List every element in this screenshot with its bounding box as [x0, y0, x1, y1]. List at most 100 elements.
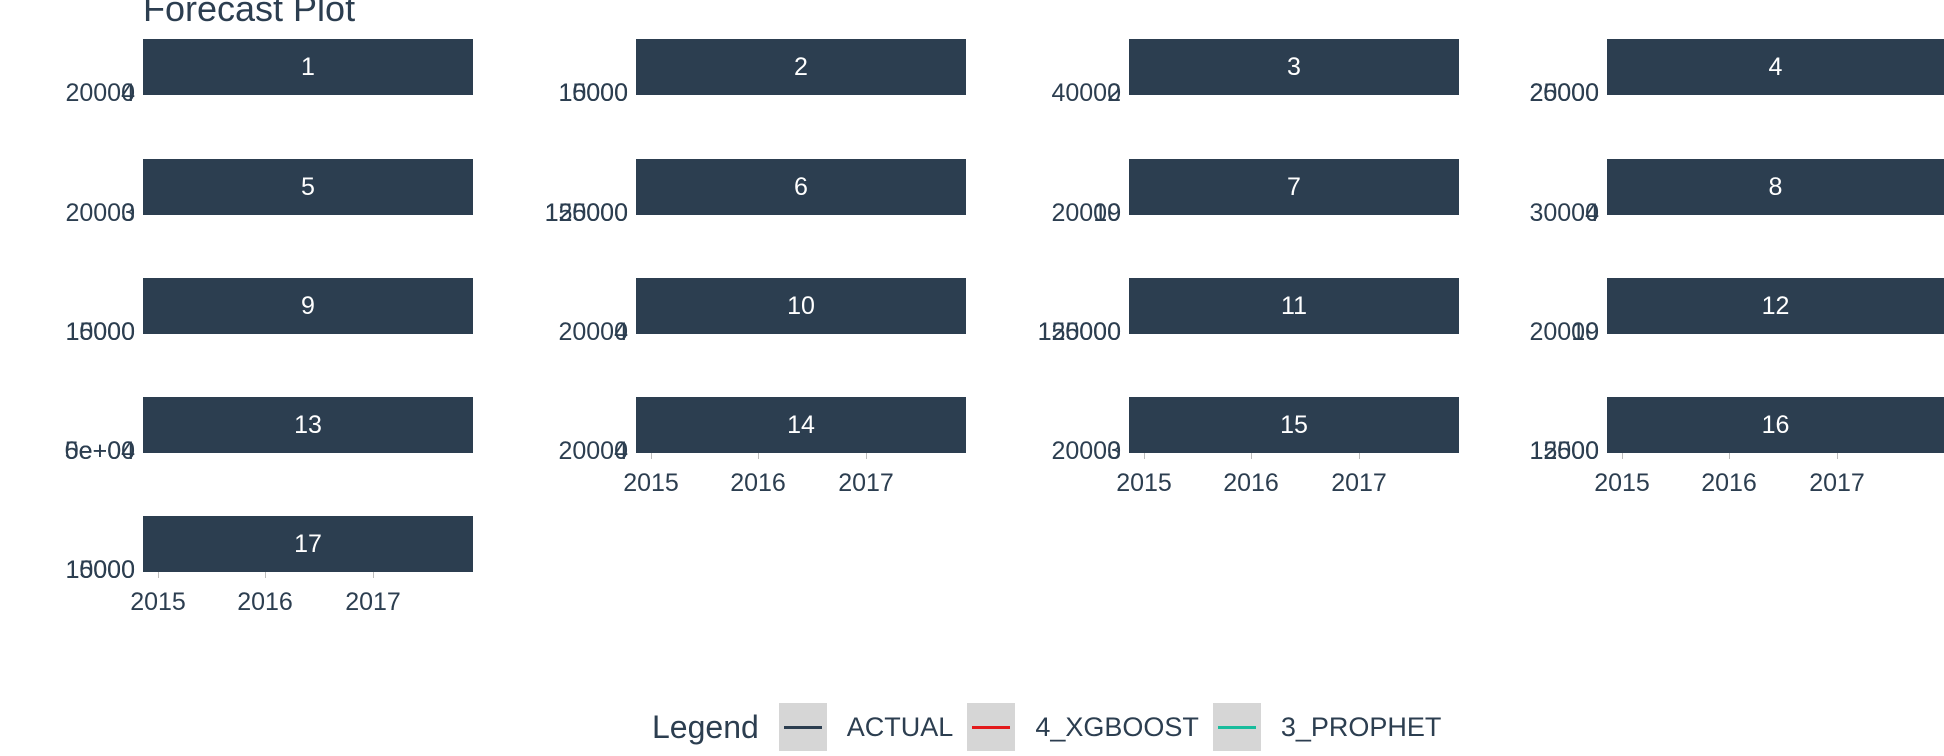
- chart-title: Forecast Plot: [143, 0, 356, 29]
- facet-strip-label: 2: [636, 39, 966, 95]
- y-tick-label: 20000: [1051, 437, 1121, 465]
- x-tick-mark: [1622, 453, 1623, 459]
- legend-key-swatch: [1212, 703, 1261, 751]
- facet-strip-label: 7: [1129, 159, 1459, 215]
- y-axis-tick-labels: 15000 10000: [53, 558, 135, 586]
- facet-strip-label: 17: [143, 516, 473, 572]
- legend-line-icon: [783, 726, 822, 729]
- y-axis-tick-labels: 125000 150000: [1037, 318, 1121, 348]
- facet-panel-14: 14: [636, 397, 966, 453]
- y-tick-label: 3: [1107, 437, 1121, 465]
- y-tick-label: 20000: [1529, 318, 1599, 346]
- x-tick-mark: [651, 453, 652, 459]
- y-tick-label: 19: [1093, 199, 1121, 227]
- facet-strip-label: 15: [1129, 397, 1459, 453]
- legend-key-swatch: [778, 703, 827, 751]
- x-tick-mark: [1837, 453, 1838, 459]
- y-axis-tick-labels: 2 40000: [1039, 81, 1121, 109]
- x-tick-label: 2017: [345, 588, 401, 616]
- legend-item: 3_PROPHET: [1212, 703, 1442, 751]
- y-axis-tick-labels: 4 20000: [53, 81, 135, 109]
- y-tick-label: 12500: [1529, 437, 1599, 465]
- facet-strip-label: 3: [1129, 39, 1459, 95]
- y-tick-label: 15000: [65, 318, 135, 346]
- facet-strip-label: 1: [143, 39, 473, 95]
- y-tick-label: 5e+04: [64, 437, 135, 465]
- x-tick-label: 2016: [730, 469, 786, 497]
- facet-strip-label: 6: [636, 159, 966, 215]
- facet-strip-label: 10: [636, 278, 966, 334]
- legend-item: 4_XGBOOST: [967, 703, 1199, 751]
- facet-panel-10: 10: [636, 278, 966, 334]
- legend-key-swatch: [967, 703, 1016, 751]
- y-tick-label: 150000: [544, 199, 628, 227]
- legend-label: 3_PROPHET: [1280, 711, 1442, 742]
- x-axis: 2015 2016 2017: [623, 453, 966, 497]
- legend: Legend ACTUAL 4_XGBOOST 3_PROPHET: [652, 703, 1455, 751]
- facet-panel-3: 3: [1129, 39, 1459, 95]
- facet-strip-label: 8: [1607, 159, 1944, 215]
- facet-strip-label: 14: [636, 397, 966, 453]
- facet-panel-5: 5: [143, 159, 473, 215]
- x-tick-mark: [1144, 453, 1145, 459]
- y-tick-label: 20000: [65, 79, 135, 107]
- y-tick-label: 15000: [65, 556, 135, 584]
- legend-label: ACTUAL: [846, 711, 954, 742]
- y-axis-tick-labels: 15000 10000: [53, 320, 135, 348]
- y-axis-tick-labels: 19 20000: [1517, 320, 1599, 348]
- y-axis-tick-labels: 3 20000: [1039, 439, 1121, 467]
- y-tick-label: 30000: [1529, 199, 1599, 227]
- x-tick-mark: [265, 572, 266, 578]
- x-tick-mark: [373, 572, 374, 578]
- y-tick-label: 4: [121, 79, 135, 107]
- facet-panel-1: 1: [143, 39, 473, 95]
- y-tick-label: 3: [121, 199, 135, 227]
- y-axis-tick-labels: 15000 10000: [546, 81, 628, 109]
- facet-panel-7: 7: [1129, 159, 1459, 215]
- y-tick-label: 19: [1571, 318, 1599, 346]
- x-tick-mark: [1729, 453, 1730, 459]
- facet-panel-9: 9: [143, 278, 473, 334]
- facet-panel-17: 17: [143, 516, 473, 572]
- y-tick-label: 10000: [65, 556, 135, 584]
- facet-strip-label: 12: [1607, 278, 1944, 334]
- legend-label: 4_XGBOOST: [1035, 711, 1199, 742]
- x-tick-label: 2016: [237, 588, 293, 616]
- x-tick-label: 2015: [623, 469, 679, 497]
- facet-panel-16: 16: [1607, 397, 1944, 453]
- y-tick-label: 20000: [1529, 79, 1599, 107]
- x-tick-label: 2016: [1701, 469, 1757, 497]
- y-tick-label: 25000: [1529, 79, 1599, 107]
- x-tick-label: 2015: [1594, 469, 1650, 497]
- y-axis-tick-labels: 4 30000: [1517, 201, 1599, 229]
- facet-strip-label: 11: [1129, 278, 1459, 334]
- facet-strip-label: 16: [1607, 397, 1944, 453]
- y-tick-label: 20000: [558, 437, 628, 465]
- legend-items: ACTUAL 4_XGBOOST 3_PROPHET: [778, 703, 1456, 751]
- x-axis: 2015 2016 2017: [1594, 453, 1944, 497]
- y-tick-label: 20000: [65, 199, 135, 227]
- y-tick-label: 125000: [544, 199, 628, 227]
- facet-panel-6: 6: [636, 159, 966, 215]
- y-tick-label: 10000: [558, 79, 628, 107]
- y-axis-tick-labels: 20000 25000: [1517, 81, 1599, 109]
- y-axis-tick-labels: 5e+04 0e+00: [53, 439, 135, 467]
- legend-line-icon: [1217, 726, 1256, 729]
- facet-strip-label: 4: [1607, 39, 1944, 95]
- y-tick-label: 150000: [1037, 318, 1121, 346]
- x-tick-mark: [758, 453, 759, 459]
- y-axis-tick-labels: 19 20000: [1039, 201, 1121, 229]
- facet-panel-13: 13: [143, 397, 473, 453]
- facet-panel-4: 4: [1607, 39, 1944, 95]
- facet-panel-8: 8: [1607, 159, 1944, 215]
- y-tick-label: 15000: [558, 79, 628, 107]
- y-tick-label: 125000: [1037, 318, 1121, 346]
- y-axis-tick-labels: 12500 15000: [1517, 439, 1599, 467]
- x-tick-mark: [158, 572, 159, 578]
- facet-strip-label: 9: [143, 278, 473, 334]
- x-tick-mark: [866, 453, 867, 459]
- y-axis-tick-labels: 4 20000: [546, 439, 628, 467]
- x-tick-label: 2015: [130, 588, 186, 616]
- y-tick-label: 4: [1585, 199, 1599, 227]
- facet-panel-11: 11: [1129, 278, 1459, 334]
